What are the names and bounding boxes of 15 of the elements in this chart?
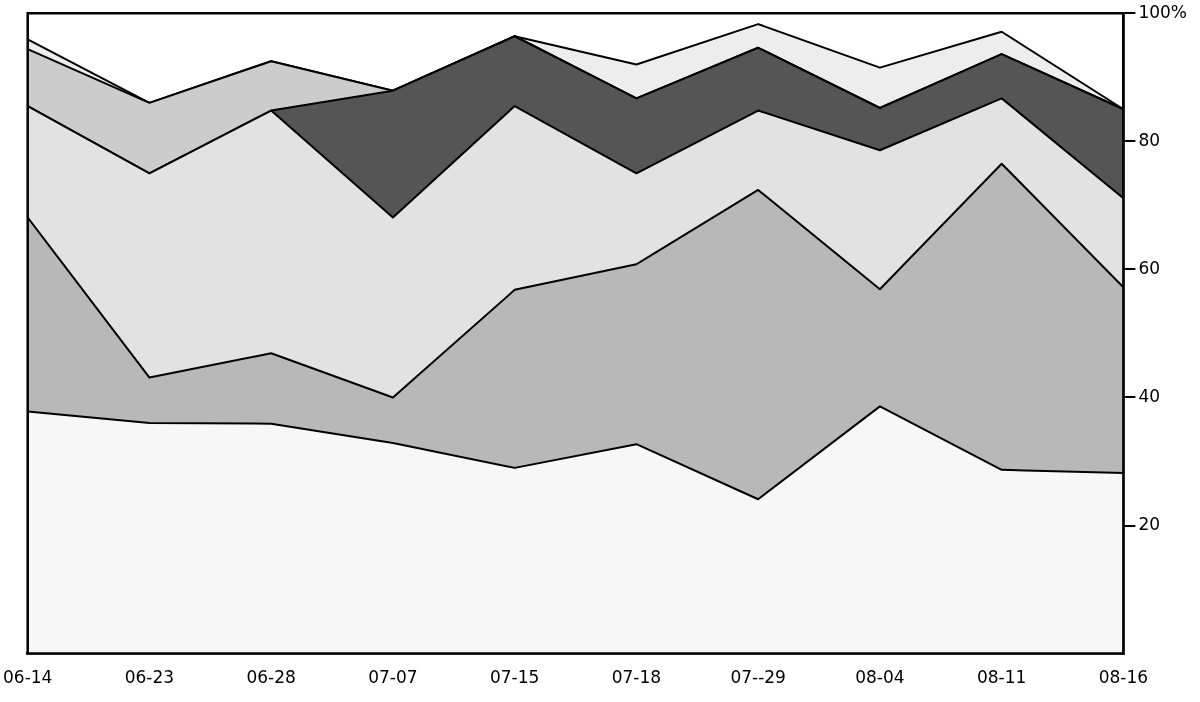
x-tick-label: 08-16 xyxy=(1098,667,1149,688)
y-tick-label: 20 xyxy=(1138,513,1161,534)
x-tick-label: 08-11 xyxy=(976,667,1027,688)
x-tick-label: 07-07 xyxy=(368,667,418,688)
y-tick-label: 60 xyxy=(1138,257,1161,278)
x-tick-label: 06-23 xyxy=(124,667,175,688)
x-tick-label: 07-18 xyxy=(611,667,662,688)
x-tick-label: 06-28 xyxy=(246,667,296,688)
y-tick-label: 100% xyxy=(1138,1,1188,22)
x-tick-label: 07--29 xyxy=(730,667,786,688)
x-tick-label: 07-15 xyxy=(489,667,540,688)
x-tick-label: 08-04 xyxy=(855,667,905,688)
y-tick-label: 40 xyxy=(1138,385,1161,406)
x-tick-label: 06-14 xyxy=(3,667,53,688)
y-tick-label: 80 xyxy=(1138,129,1161,150)
